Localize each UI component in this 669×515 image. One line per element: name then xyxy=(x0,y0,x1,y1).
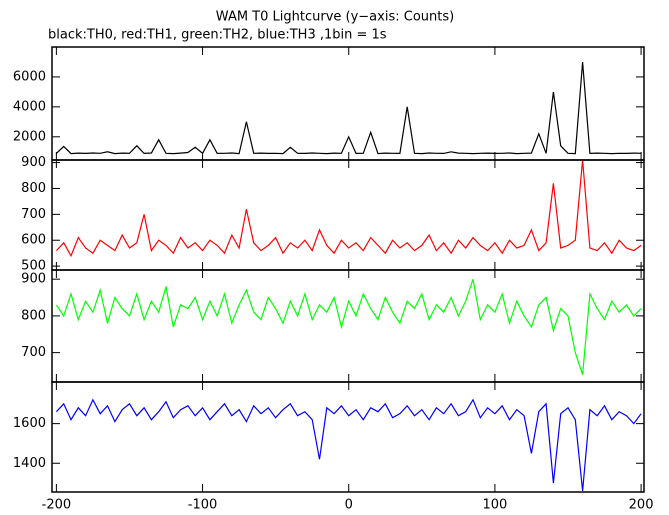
chart-subtitle: black:TH0, red:TH1, green:TH2, blue:TH3 … xyxy=(48,28,387,43)
light-curve xyxy=(55,279,642,375)
light-curve xyxy=(55,160,642,258)
panel-frame xyxy=(51,159,645,271)
y-tick-label: 1600 xyxy=(13,416,46,431)
y-tick-label: 4000 xyxy=(13,99,46,114)
y-tick-label: 700 xyxy=(21,345,46,360)
x-tick-label: -100 xyxy=(188,498,218,513)
y-tick-label: 800 xyxy=(21,181,46,196)
y-tick-label: 2000 xyxy=(13,129,46,144)
light-curve xyxy=(55,61,642,155)
y-tick-label: 800 xyxy=(21,308,46,323)
panel-frame xyxy=(51,381,645,493)
x-tick-label: 100 xyxy=(482,498,507,513)
x-tick-label: -200 xyxy=(42,498,72,513)
y-tick-label: 6000 xyxy=(13,69,46,84)
y-tick-label: 700 xyxy=(21,207,46,222)
x-tick-label: 200 xyxy=(629,498,654,513)
y-tick-label: 600 xyxy=(21,233,46,248)
chart-title: WAM T0 Lightcurve (y−axis: Counts) xyxy=(216,10,454,25)
y-tick-label: 900 xyxy=(21,272,46,287)
y-tick-label: 1400 xyxy=(13,456,46,471)
x-tick-label: 0 xyxy=(345,498,353,513)
light-curve xyxy=(55,398,642,492)
y-tick-label: 900 xyxy=(21,155,46,170)
y-tick-label: 500 xyxy=(21,259,46,274)
